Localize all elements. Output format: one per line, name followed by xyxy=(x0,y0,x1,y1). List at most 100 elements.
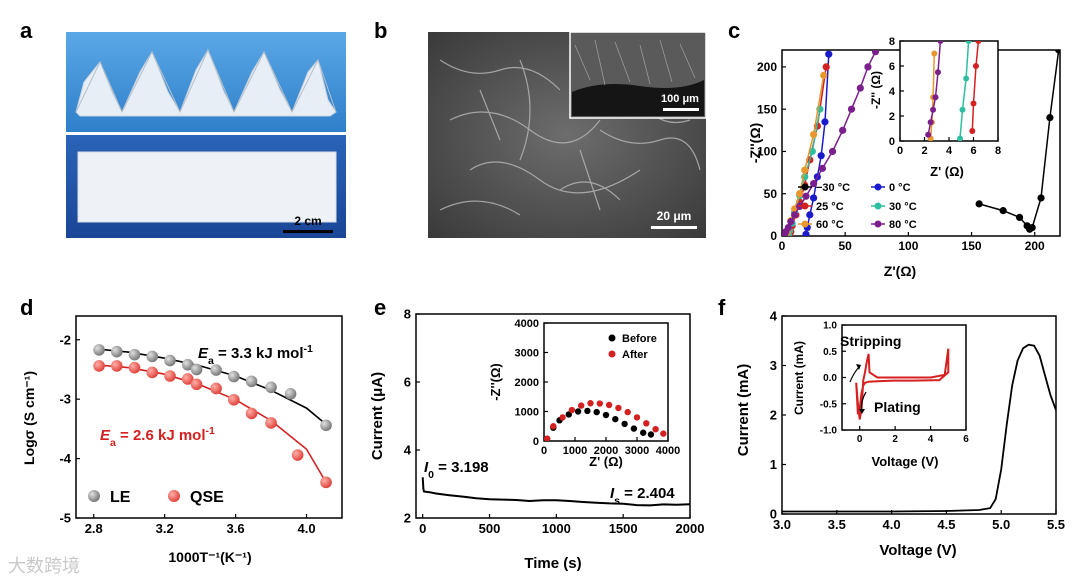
x-tick-label: 2000 xyxy=(676,521,705,536)
inset-data-point xyxy=(544,435,551,441)
data-point xyxy=(320,476,332,489)
inset-plot-area xyxy=(544,400,667,441)
inset-x-axis-label: Z' (Ω) xyxy=(930,164,964,179)
x-tick-label: 2 xyxy=(892,434,898,445)
data-point xyxy=(1046,114,1054,122)
data-point xyxy=(93,360,105,372)
y-tick-label: 4 xyxy=(770,309,778,324)
legend-marker xyxy=(801,220,809,228)
inset-y-axis-label: -Z''(Ω) xyxy=(488,363,503,401)
y-axis-label: Logσ (S cm⁻¹) xyxy=(21,371,37,465)
x-tick-label: 0 xyxy=(541,445,547,457)
inset-data-point xyxy=(593,408,600,416)
data-point xyxy=(245,407,258,420)
x-tick-label: 4.5 xyxy=(937,517,955,532)
panel-label-a: a xyxy=(20,18,33,43)
data-point xyxy=(146,350,159,363)
data-point xyxy=(1028,223,1036,232)
inset-x-axis-label: Z' (Ω) xyxy=(589,454,623,469)
x-tick-label: 4.0 xyxy=(883,517,901,532)
data-point xyxy=(825,50,833,58)
x-tick-label: 500 xyxy=(479,521,501,536)
x-tick-label: 6 xyxy=(970,145,976,157)
x-tick-label: 3.5 xyxy=(828,517,846,532)
inset-data-point xyxy=(568,406,576,414)
data-point xyxy=(828,147,837,156)
x-tick-label: 100 xyxy=(898,239,918,253)
inset-plot-area xyxy=(925,41,982,141)
initial-current: I0 = 3.198 xyxy=(424,459,489,481)
y-tick-label: 0.0 xyxy=(823,373,837,384)
data-point xyxy=(146,366,159,379)
data-point xyxy=(809,194,818,202)
data-point xyxy=(791,211,799,219)
inset-data-point xyxy=(630,425,638,432)
data-point xyxy=(856,84,864,92)
y-tick-label: 4 xyxy=(889,86,896,98)
legend-label: 25 °C xyxy=(816,201,844,213)
stripping-arrowhead xyxy=(856,364,861,370)
inset-axes-frame xyxy=(899,40,999,142)
legend-label: After xyxy=(622,349,648,361)
current-line xyxy=(421,477,691,507)
panel-label-b: b xyxy=(374,18,388,43)
y-tick-label: 2000 xyxy=(515,377,539,389)
inset-data-point xyxy=(624,408,631,416)
y-tick-label: 0.5 xyxy=(823,347,837,358)
inset-data-point xyxy=(959,106,966,113)
x-axis-label: Z'(Ω) xyxy=(884,263,916,279)
y-tick-label: -0.5 xyxy=(820,399,838,410)
inset-data-point xyxy=(937,41,944,44)
legend-label: LE xyxy=(110,489,131,506)
inset-data-point xyxy=(633,414,641,421)
data-point xyxy=(210,382,222,395)
inset-data-point xyxy=(930,106,937,113)
scale-bar-a xyxy=(283,230,333,233)
data-point xyxy=(802,192,810,200)
inset-data-point xyxy=(643,420,650,427)
data-point xyxy=(93,344,105,356)
inset-legend: Before After xyxy=(608,333,657,361)
inset-data-point xyxy=(615,404,622,412)
inset-data-point xyxy=(647,431,655,438)
inset-data-point xyxy=(925,131,932,138)
x-tick-label: 3000 xyxy=(625,445,649,457)
inset-data-point xyxy=(972,63,979,69)
plot-area xyxy=(782,50,1060,236)
inset-data-point xyxy=(652,426,659,433)
inset-data-point xyxy=(605,401,613,409)
data-point xyxy=(1055,50,1060,54)
data-point xyxy=(228,370,240,383)
data-point xyxy=(291,449,304,461)
y-tick-label: 8 xyxy=(404,307,411,322)
data-point xyxy=(128,361,141,374)
x-tick-label: 0 xyxy=(419,521,426,536)
inset-data-point xyxy=(934,69,941,76)
x-tick-label: 4 xyxy=(946,145,953,157)
data-point xyxy=(787,218,795,226)
legend-label: 0 °C xyxy=(889,182,911,194)
inset-data-point xyxy=(612,415,619,423)
plating-arrowhead xyxy=(859,409,865,414)
data-point xyxy=(265,417,277,429)
inset-data-point xyxy=(587,400,594,407)
inset-x-axis-label: Voltage (V) xyxy=(872,454,939,469)
y-tick-label: -4 xyxy=(59,451,71,466)
steady-current: Is = 2.404 xyxy=(610,485,675,507)
data-point xyxy=(999,207,1007,215)
inset-data-point xyxy=(965,41,972,44)
data-point xyxy=(817,152,825,160)
x-tick-label: 4000 xyxy=(656,445,680,457)
x-axis-label: Time (s) xyxy=(524,555,581,572)
panel-a-photo: 2 cm xyxy=(66,32,346,238)
data-point xyxy=(818,164,827,172)
x-tick-label: 50 xyxy=(839,239,853,253)
panel-label-c: c xyxy=(728,18,741,43)
chart-d-arrhenius: 2.8 3.2 3.6 4.0 -2 -3 -4 -5 1000T⁻¹(K⁻¹) Logσ (S … xyxy=(21,315,343,565)
data-point xyxy=(864,63,872,71)
x-tick-label: 3.0 xyxy=(773,517,791,532)
legend-marker xyxy=(801,183,809,191)
x-tick-label: 4.0 xyxy=(297,521,315,536)
data-point xyxy=(164,354,176,367)
